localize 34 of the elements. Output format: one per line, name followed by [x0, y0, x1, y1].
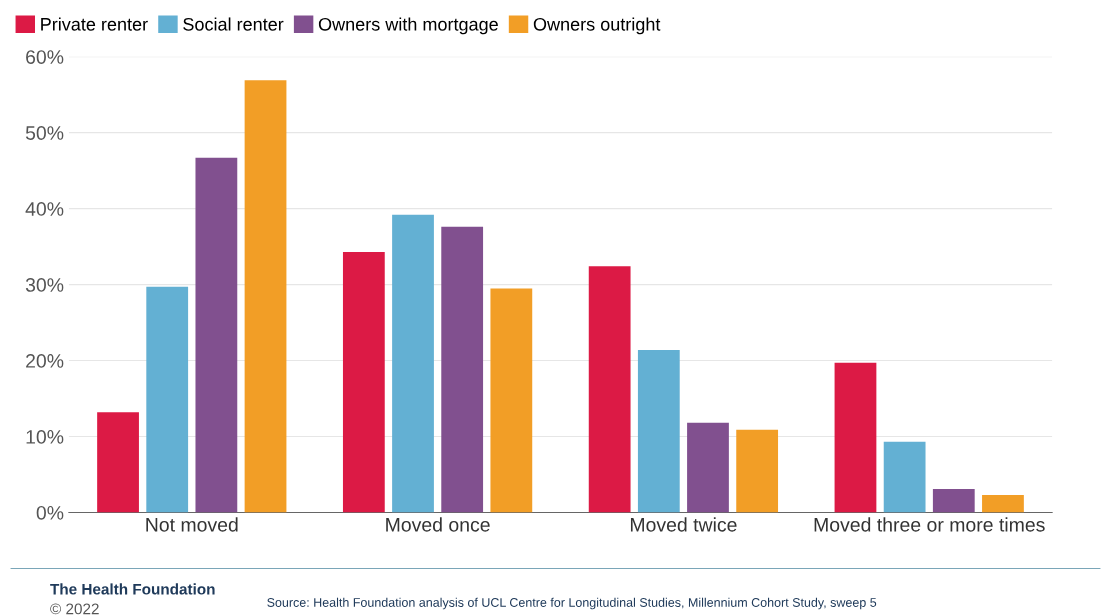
y-tick-label: 50%: [25, 126, 64, 140]
bar: [441, 226, 484, 513]
x-tick-label: Moved once: [386, 517, 490, 532]
legend-label: Owners with mortgage: [318, 17, 498, 35]
legend-label: Social renter: [183, 17, 284, 31]
legend-label: Private renter: [41, 17, 148, 31]
x-tick-label: Not moved: [146, 517, 238, 532]
bar: [195, 157, 238, 513]
y-tick-label: 0%: [36, 505, 64, 520]
bar: [834, 362, 877, 513]
text: © 2022: [50, 603, 99, 615]
bar: [736, 429, 779, 513]
bar: [687, 422, 729, 513]
bar: [490, 288, 533, 513]
bar: [932, 488, 975, 513]
text: The Health Foundation: [50, 583, 215, 595]
bar: [392, 214, 434, 513]
y-tick-label: 10%: [26, 430, 64, 444]
bar: [342, 251, 385, 513]
y-tick-label: 60%: [26, 50, 64, 64]
legend-label: Owners outright: [533, 17, 661, 35]
bar: [244, 80, 287, 513]
y-tick-label: 30%: [25, 278, 64, 292]
bar: [588, 266, 631, 513]
bar: [146, 286, 189, 513]
source-note: Source: Health Foundation analysis of UCL Centre for Longitudinal Studies, Millennium Cohort Study, sweep 5: [267, 597, 877, 610]
y-tick-label: 40%: [25, 202, 64, 216]
x-tick-label: Moved twice: [630, 517, 737, 532]
bar: [637, 349, 680, 513]
y-tick-label: 20%: [26, 354, 64, 368]
bar: [982, 495, 1024, 513]
bar: [883, 441, 926, 513]
x-tick-label: Moved three or more times: [814, 517, 1045, 532]
bar: [97, 412, 139, 513]
